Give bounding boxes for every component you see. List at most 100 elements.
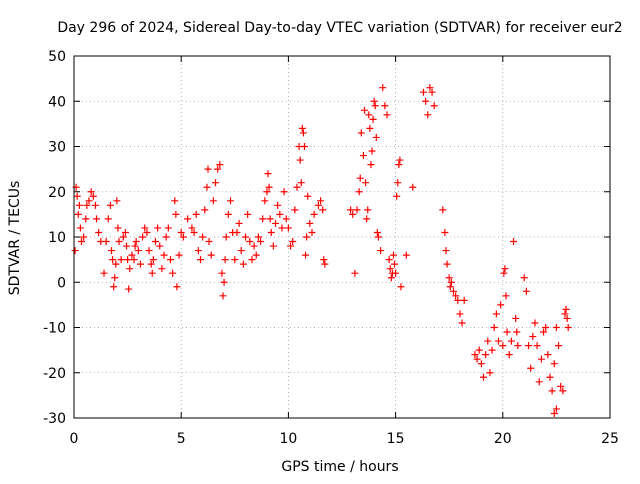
data-point — [293, 183, 301, 191]
data-point — [512, 314, 520, 322]
data-point — [302, 251, 310, 259]
x-axis-label: GPS time / hours — [281, 459, 398, 475]
data-point — [357, 129, 365, 137]
data-point — [291, 206, 299, 214]
data-point — [314, 201, 322, 209]
data-point — [143, 228, 151, 236]
data-point — [542, 324, 550, 331]
data-point — [164, 224, 172, 232]
data-point — [353, 206, 361, 214]
data-point — [564, 324, 572, 331]
data-point — [145, 247, 153, 255]
data-point — [154, 224, 162, 232]
data-point — [446, 283, 454, 291]
data-point — [409, 183, 417, 191]
data-point — [289, 238, 297, 246]
data-point — [73, 192, 81, 200]
data-point — [426, 84, 434, 92]
data-point — [452, 292, 460, 300]
data-point — [563, 314, 571, 322]
data-point — [139, 233, 147, 241]
data-point — [199, 233, 207, 241]
data-point — [233, 228, 241, 236]
data-point — [76, 224, 84, 232]
data-point — [520, 274, 528, 282]
data-point — [151, 238, 159, 246]
data-point — [562, 305, 570, 313]
data-point — [100, 269, 108, 277]
data-point — [319, 206, 327, 214]
data-point — [89, 192, 97, 200]
data-point — [220, 278, 228, 286]
data-point — [298, 124, 306, 132]
data-point — [121, 228, 129, 236]
data-point — [115, 238, 123, 246]
data-point — [544, 351, 552, 359]
data-point — [257, 238, 265, 246]
data-point — [172, 210, 180, 218]
data-point — [278, 224, 286, 232]
data-point — [126, 265, 134, 273]
data-point — [439, 206, 447, 214]
data-point — [296, 156, 304, 164]
data-point — [190, 228, 198, 236]
data-point — [201, 206, 209, 214]
y-tick-label: 40 — [48, 94, 66, 110]
data-point — [114, 224, 122, 232]
data-point — [242, 233, 250, 241]
data-point — [533, 342, 541, 350]
y-tick-label: 30 — [48, 140, 66, 156]
data-point — [381, 102, 389, 110]
data-point — [125, 285, 133, 293]
data-point — [299, 129, 307, 137]
data-point — [480, 373, 488, 381]
data-point — [219, 292, 227, 300]
data-point — [109, 256, 117, 264]
data-point — [91, 201, 99, 209]
data-point — [171, 197, 179, 205]
data-point — [395, 161, 403, 169]
data-point — [306, 219, 314, 227]
data-point — [507, 337, 515, 345]
data-point — [80, 233, 88, 241]
x-tick-label: 10 — [279, 431, 297, 447]
data-point — [263, 188, 271, 196]
data-point — [540, 328, 548, 336]
data-point — [458, 319, 466, 327]
data-point — [261, 197, 269, 205]
data-point — [184, 215, 192, 223]
data-point — [443, 260, 451, 268]
x-tick-label: 0 — [70, 431, 79, 447]
data-point — [396, 156, 404, 164]
data-point — [204, 165, 212, 173]
data-point — [362, 179, 370, 187]
data-point — [361, 106, 369, 114]
data-point — [488, 346, 496, 354]
data-point — [500, 269, 508, 277]
data-point — [93, 215, 101, 223]
data-point — [370, 97, 378, 105]
data-point — [372, 133, 380, 141]
data-point — [227, 197, 235, 205]
data-point — [535, 378, 543, 386]
data-point — [194, 247, 202, 255]
data-point — [71, 247, 79, 255]
data-point — [162, 233, 170, 241]
data-point — [254, 233, 262, 241]
data-point — [78, 238, 86, 246]
data-point — [317, 197, 325, 205]
data-point — [147, 260, 155, 268]
data-point — [130, 256, 138, 264]
data-point — [205, 238, 213, 246]
data-point — [112, 260, 120, 268]
data-point — [203, 183, 211, 191]
data-point — [441, 228, 449, 236]
y-tick-label: -10 — [43, 321, 66, 337]
data-point — [548, 387, 556, 395]
x-tick-label: 5 — [177, 431, 186, 447]
data-point — [501, 265, 509, 273]
data-point — [349, 210, 357, 218]
data-point — [192, 210, 200, 218]
